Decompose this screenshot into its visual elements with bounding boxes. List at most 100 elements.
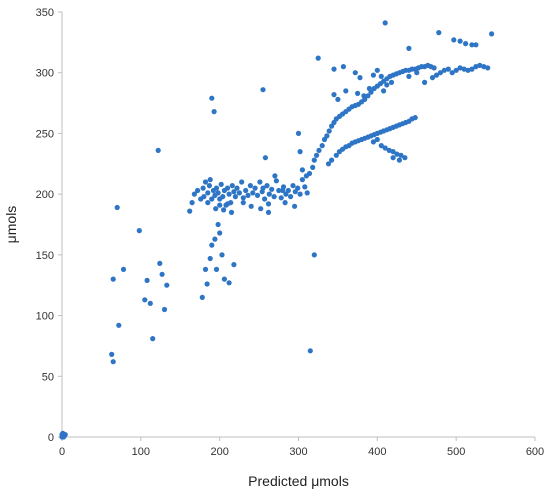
- data-point: [211, 109, 217, 115]
- data-point: [290, 183, 296, 189]
- data-point: [272, 173, 278, 179]
- data-point: [396, 157, 402, 163]
- data-point: [209, 196, 215, 202]
- data-point: [311, 157, 317, 163]
- axes: [58, 11, 536, 441]
- data-point: [431, 65, 437, 71]
- data-point: [398, 152, 404, 158]
- data-point: [386, 147, 392, 153]
- data-point: [295, 130, 302, 136]
- data-point: [406, 45, 412, 52]
- data-point: [304, 190, 310, 196]
- data-point: [207, 177, 213, 183]
- data-point: [285, 187, 291, 194]
- data-point: [457, 65, 463, 71]
- data-point: [205, 200, 211, 206]
- data-point: [199, 294, 205, 300]
- data-point: [414, 70, 420, 76]
- data-point: [239, 179, 245, 185]
- data-point: [390, 155, 396, 161]
- data-point: [252, 185, 258, 191]
- data-point: [481, 64, 487, 70]
- data-point: [382, 20, 388, 26]
- data-point: [329, 157, 335, 163]
- data-point: [254, 192, 261, 198]
- data-point: [207, 255, 213, 262]
- data-point: [219, 252, 225, 258]
- data-point: [315, 55, 321, 61]
- data-point: [224, 201, 231, 207]
- data-point: [461, 66, 467, 72]
- data-point: [240, 200, 246, 206]
- data-point: [150, 336, 156, 342]
- data-point: [120, 266, 127, 272]
- data-point: [243, 187, 249, 194]
- data-point: [278, 195, 284, 201]
- data-point: [280, 187, 286, 194]
- data-point: [142, 297, 148, 303]
- data-point: [218, 181, 224, 187]
- data-point: [449, 70, 455, 76]
- data-point: [260, 87, 266, 93]
- y-tick-label: 50: [42, 371, 54, 383]
- data-point: [226, 191, 232, 197]
- data-point: [217, 202, 223, 208]
- data-point: [217, 230, 223, 236]
- data-point: [469, 66, 475, 72]
- data-point: [457, 38, 463, 44]
- y-tick-label: 300: [36, 68, 54, 80]
- data-point: [209, 95, 215, 101]
- data-point: [195, 187, 201, 194]
- data-point: [250, 190, 256, 196]
- data-point: [365, 93, 371, 99]
- x-tick-label: 400: [368, 446, 386, 458]
- data-point: [262, 196, 268, 202]
- data-point: [310, 164, 316, 170]
- data-point: [297, 149, 303, 155]
- data-point: [437, 70, 443, 76]
- data-point: [202, 179, 209, 185]
- data-point: [257, 179, 263, 185]
- data-point: [213, 206, 219, 212]
- data-point: [114, 204, 120, 211]
- data-point: [331, 92, 337, 98]
- data-point: [212, 236, 218, 242]
- data-point: [292, 203, 298, 209]
- data-point: [311, 252, 317, 258]
- data-point: [412, 115, 418, 121]
- y-tick-label: 150: [36, 250, 54, 262]
- data-point: [157, 260, 163, 266]
- data-point: [343, 88, 349, 94]
- data-point: [381, 88, 387, 94]
- data-point: [316, 147, 322, 153]
- data-point: [299, 177, 305, 183]
- data-point: [394, 151, 400, 157]
- data-point: [245, 192, 251, 198]
- y-tick-label: 250: [36, 128, 54, 140]
- data-point: [406, 73, 412, 79]
- data-point: [205, 190, 211, 196]
- data-point: [109, 351, 115, 357]
- data-point: [147, 300, 153, 306]
- y-tick-label: 200: [36, 189, 54, 201]
- data-point: [200, 185, 206, 191]
- data-point: [463, 41, 469, 47]
- data-point: [221, 207, 227, 213]
- data-point: [229, 183, 235, 189]
- data-point: [269, 186, 275, 192]
- data-point: [221, 276, 227, 282]
- data-point: [335, 96, 341, 102]
- data-point: [441, 67, 447, 73]
- data-point: [232, 194, 238, 200]
- data-point: [234, 185, 240, 191]
- y-tick-label: 100: [36, 311, 54, 323]
- data-point: [340, 64, 346, 70]
- data-point: [433, 72, 440, 78]
- data-point: [187, 208, 193, 214]
- data-point: [370, 139, 376, 145]
- data-point: [224, 185, 231, 191]
- data-point: [231, 262, 237, 268]
- x-tick-label: 600: [526, 446, 544, 458]
- data-point: [422, 79, 428, 85]
- data-point: [473, 64, 479, 70]
